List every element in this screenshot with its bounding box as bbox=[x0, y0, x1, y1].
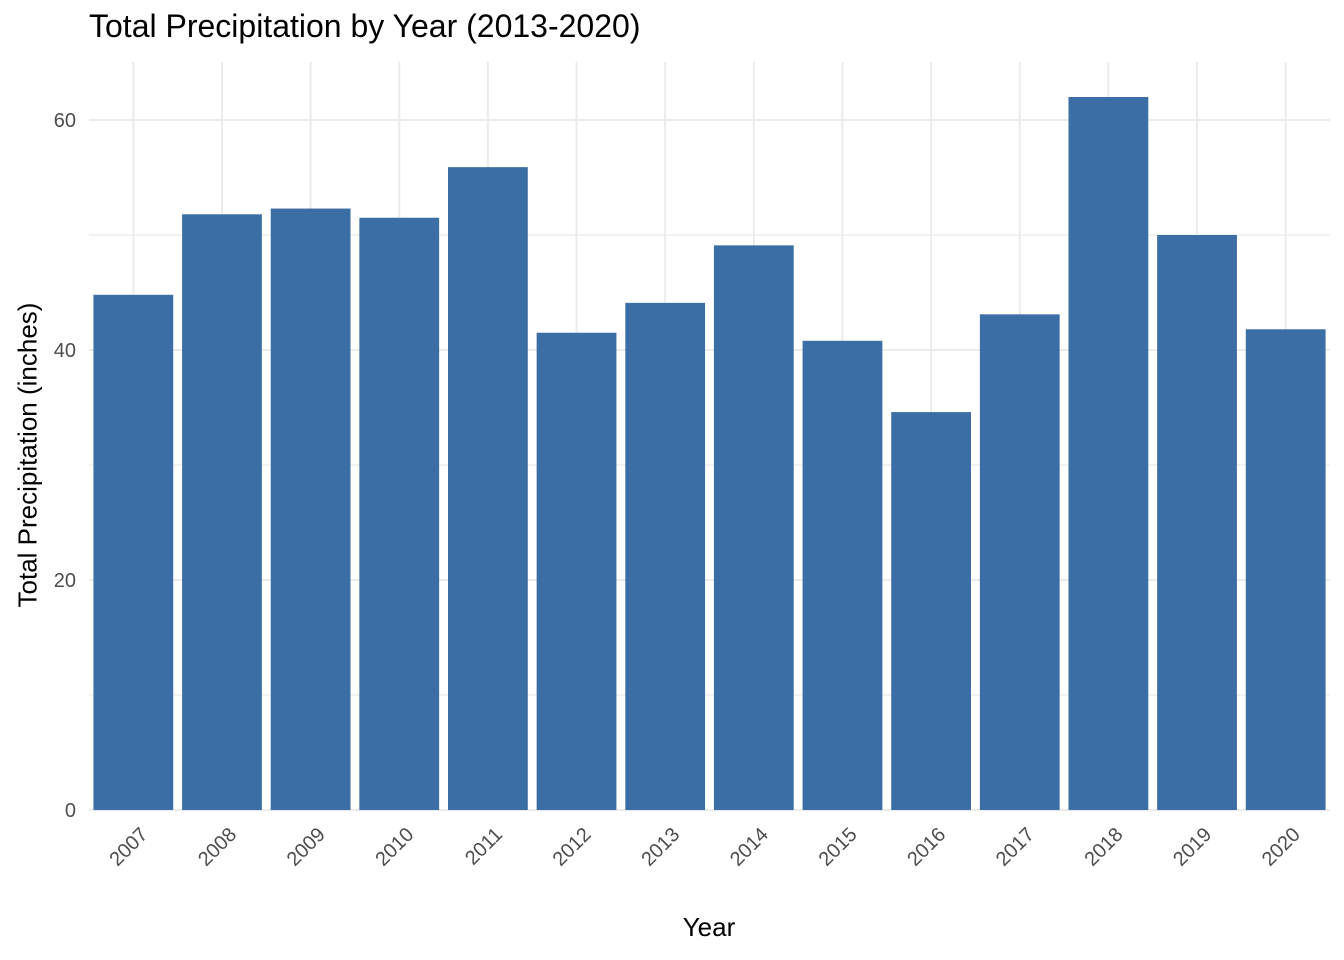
x-tick-label: 2010 bbox=[371, 824, 418, 871]
bar-2015 bbox=[802, 340, 883, 810]
chart-title: Total Precipitation by Year (2013-2020) bbox=[89, 8, 641, 44]
x-tick-label: 2018 bbox=[1081, 824, 1128, 871]
y-axis-label: Total Precipitation (inches) bbox=[12, 302, 43, 608]
bar-2009 bbox=[270, 208, 351, 811]
x-tick-label: 2012 bbox=[549, 824, 596, 871]
x-tick-label: 2008 bbox=[194, 824, 241, 871]
x-tick-label: 2013 bbox=[637, 824, 684, 871]
y-tick-label: 0 bbox=[65, 800, 76, 822]
bar-2013 bbox=[625, 302, 706, 810]
bar-2019 bbox=[1157, 235, 1237, 810]
x-axis-ticks: 2007 2008 2009 2010 2011 2012 2013 2014 2015 2016… bbox=[105, 824, 1304, 871]
x-tick-label: 2014 bbox=[726, 824, 773, 871]
x-tick-label: 2011 bbox=[461, 824, 507, 870]
x-tick-label: 2009 bbox=[283, 824, 330, 871]
x-axis-label: Year bbox=[682, 912, 736, 942]
bar-2020 bbox=[1245, 329, 1326, 810]
bar-2011 bbox=[448, 167, 528, 810]
x-tick-label: 2015 bbox=[815, 824, 862, 871]
x-tick-label: 2019 bbox=[1169, 824, 1216, 871]
y-tick-label: 40 bbox=[54, 340, 76, 362]
x-tick-label: 2016 bbox=[903, 824, 950, 871]
bar-2012 bbox=[536, 332, 617, 810]
x-tick-label: 2020 bbox=[1258, 824, 1305, 871]
bar-2016 bbox=[891, 412, 971, 810]
y-axis-ticks: 0 20 40 60 bbox=[54, 110, 76, 822]
bar-2007 bbox=[93, 294, 174, 810]
y-tick-label: 60 bbox=[54, 110, 76, 132]
bar-2008 bbox=[182, 214, 262, 811]
bar-2017 bbox=[979, 314, 1060, 810]
bar-2010 bbox=[359, 217, 440, 810]
bar-2018 bbox=[1068, 97, 1149, 810]
bar-2014 bbox=[713, 245, 794, 811]
bars bbox=[93, 97, 1326, 811]
x-tick-label: 2007 bbox=[105, 824, 152, 871]
x-tick-label: 2017 bbox=[992, 824, 1039, 871]
y-tick-label: 20 bbox=[54, 570, 76, 592]
